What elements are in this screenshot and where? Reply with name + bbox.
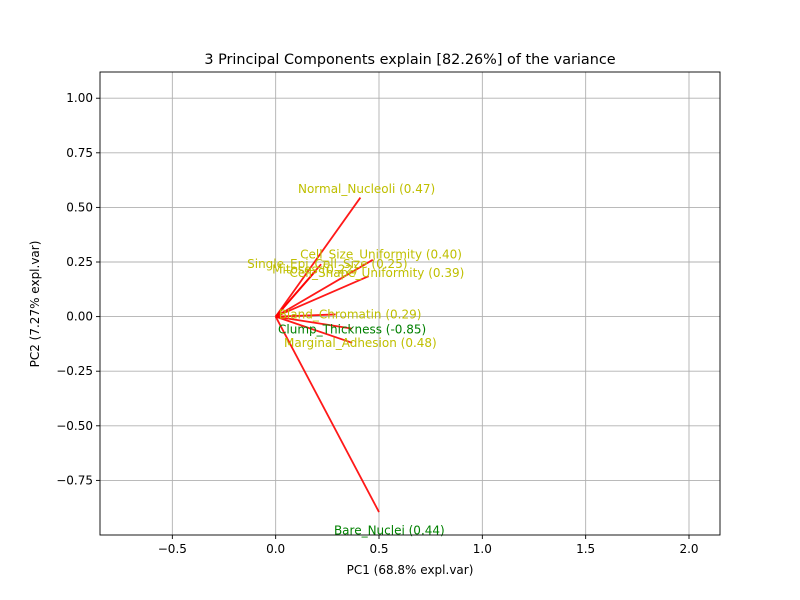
loading-vector <box>275 315 353 344</box>
vector-labels: Normal_Nucleoli (0.47) Cell_Size_Uniformi… <box>247 182 464 538</box>
y-axis-ticks: 1.00 0.75 0.50 0.25 0.00 −0.25 −0.50 −0.75 <box>56 91 100 487</box>
y-tick-label: 0.75 <box>66 146 93 160</box>
plot-frame <box>99 71 721 536</box>
loading-vectors <box>274 197 380 513</box>
y-tick-label: 0.50 <box>66 200 93 214</box>
loading-vector <box>274 316 380 513</box>
x-tick-label: 1.0 <box>473 542 492 556</box>
vector-label: Single_Epi_Cell_Size (0.25) <box>247 257 407 271</box>
vector-label: Bland_Chromatin (0.29) <box>279 307 422 321</box>
y-tick-label: −0.50 <box>56 419 93 433</box>
x-tick-label: 0.5 <box>369 542 388 556</box>
x-axis-ticks: −0.5 0.0 0.5 1.0 1.5 2.0 <box>158 535 699 556</box>
grid-lines <box>100 72 720 535</box>
vector-label: Cell_Size_Uniformity (0.40) <box>300 247 462 261</box>
vector-label: Mitoses (0.22) <box>272 263 358 277</box>
chart-title: 3 Principal Components explain [82.26%] … <box>204 52 615 68</box>
loading-vector <box>275 313 336 318</box>
loading-vector <box>274 271 316 318</box>
x-tick-label: 1.5 <box>576 542 595 556</box>
x-tick-label: 2.0 <box>679 542 698 556</box>
loading-vector <box>275 259 374 318</box>
loading-vector <box>275 275 370 318</box>
loading-vector <box>274 197 362 318</box>
x-axis-label: PC1 (68.8% expl.var) <box>347 563 474 577</box>
vector-label: Marginal_Adhesion (0.48) <box>284 336 437 350</box>
y-axis-label: PC2 (7.27% expl.var) <box>28 241 42 368</box>
x-tick-label: 0.0 <box>266 542 285 556</box>
vector-label: Bare_Nuclei (0.44) <box>334 524 445 538</box>
vector-label: Clump_Thickness (-0.85) <box>278 323 426 337</box>
y-tick-label: 1.00 <box>66 91 93 105</box>
y-tick-label: −0.25 <box>56 364 93 378</box>
vector-label: Normal_Nucleoli (0.47) <box>298 182 435 196</box>
y-tick-label: 0.00 <box>66 310 93 324</box>
x-tick-label: −0.5 <box>158 542 187 556</box>
vector-label: Cell_Shape_Uniformity (0.39) <box>290 266 465 280</box>
y-tick-label: −0.75 <box>56 473 93 487</box>
loading-vector <box>275 315 353 330</box>
y-tick-label: 0.25 <box>66 255 93 269</box>
